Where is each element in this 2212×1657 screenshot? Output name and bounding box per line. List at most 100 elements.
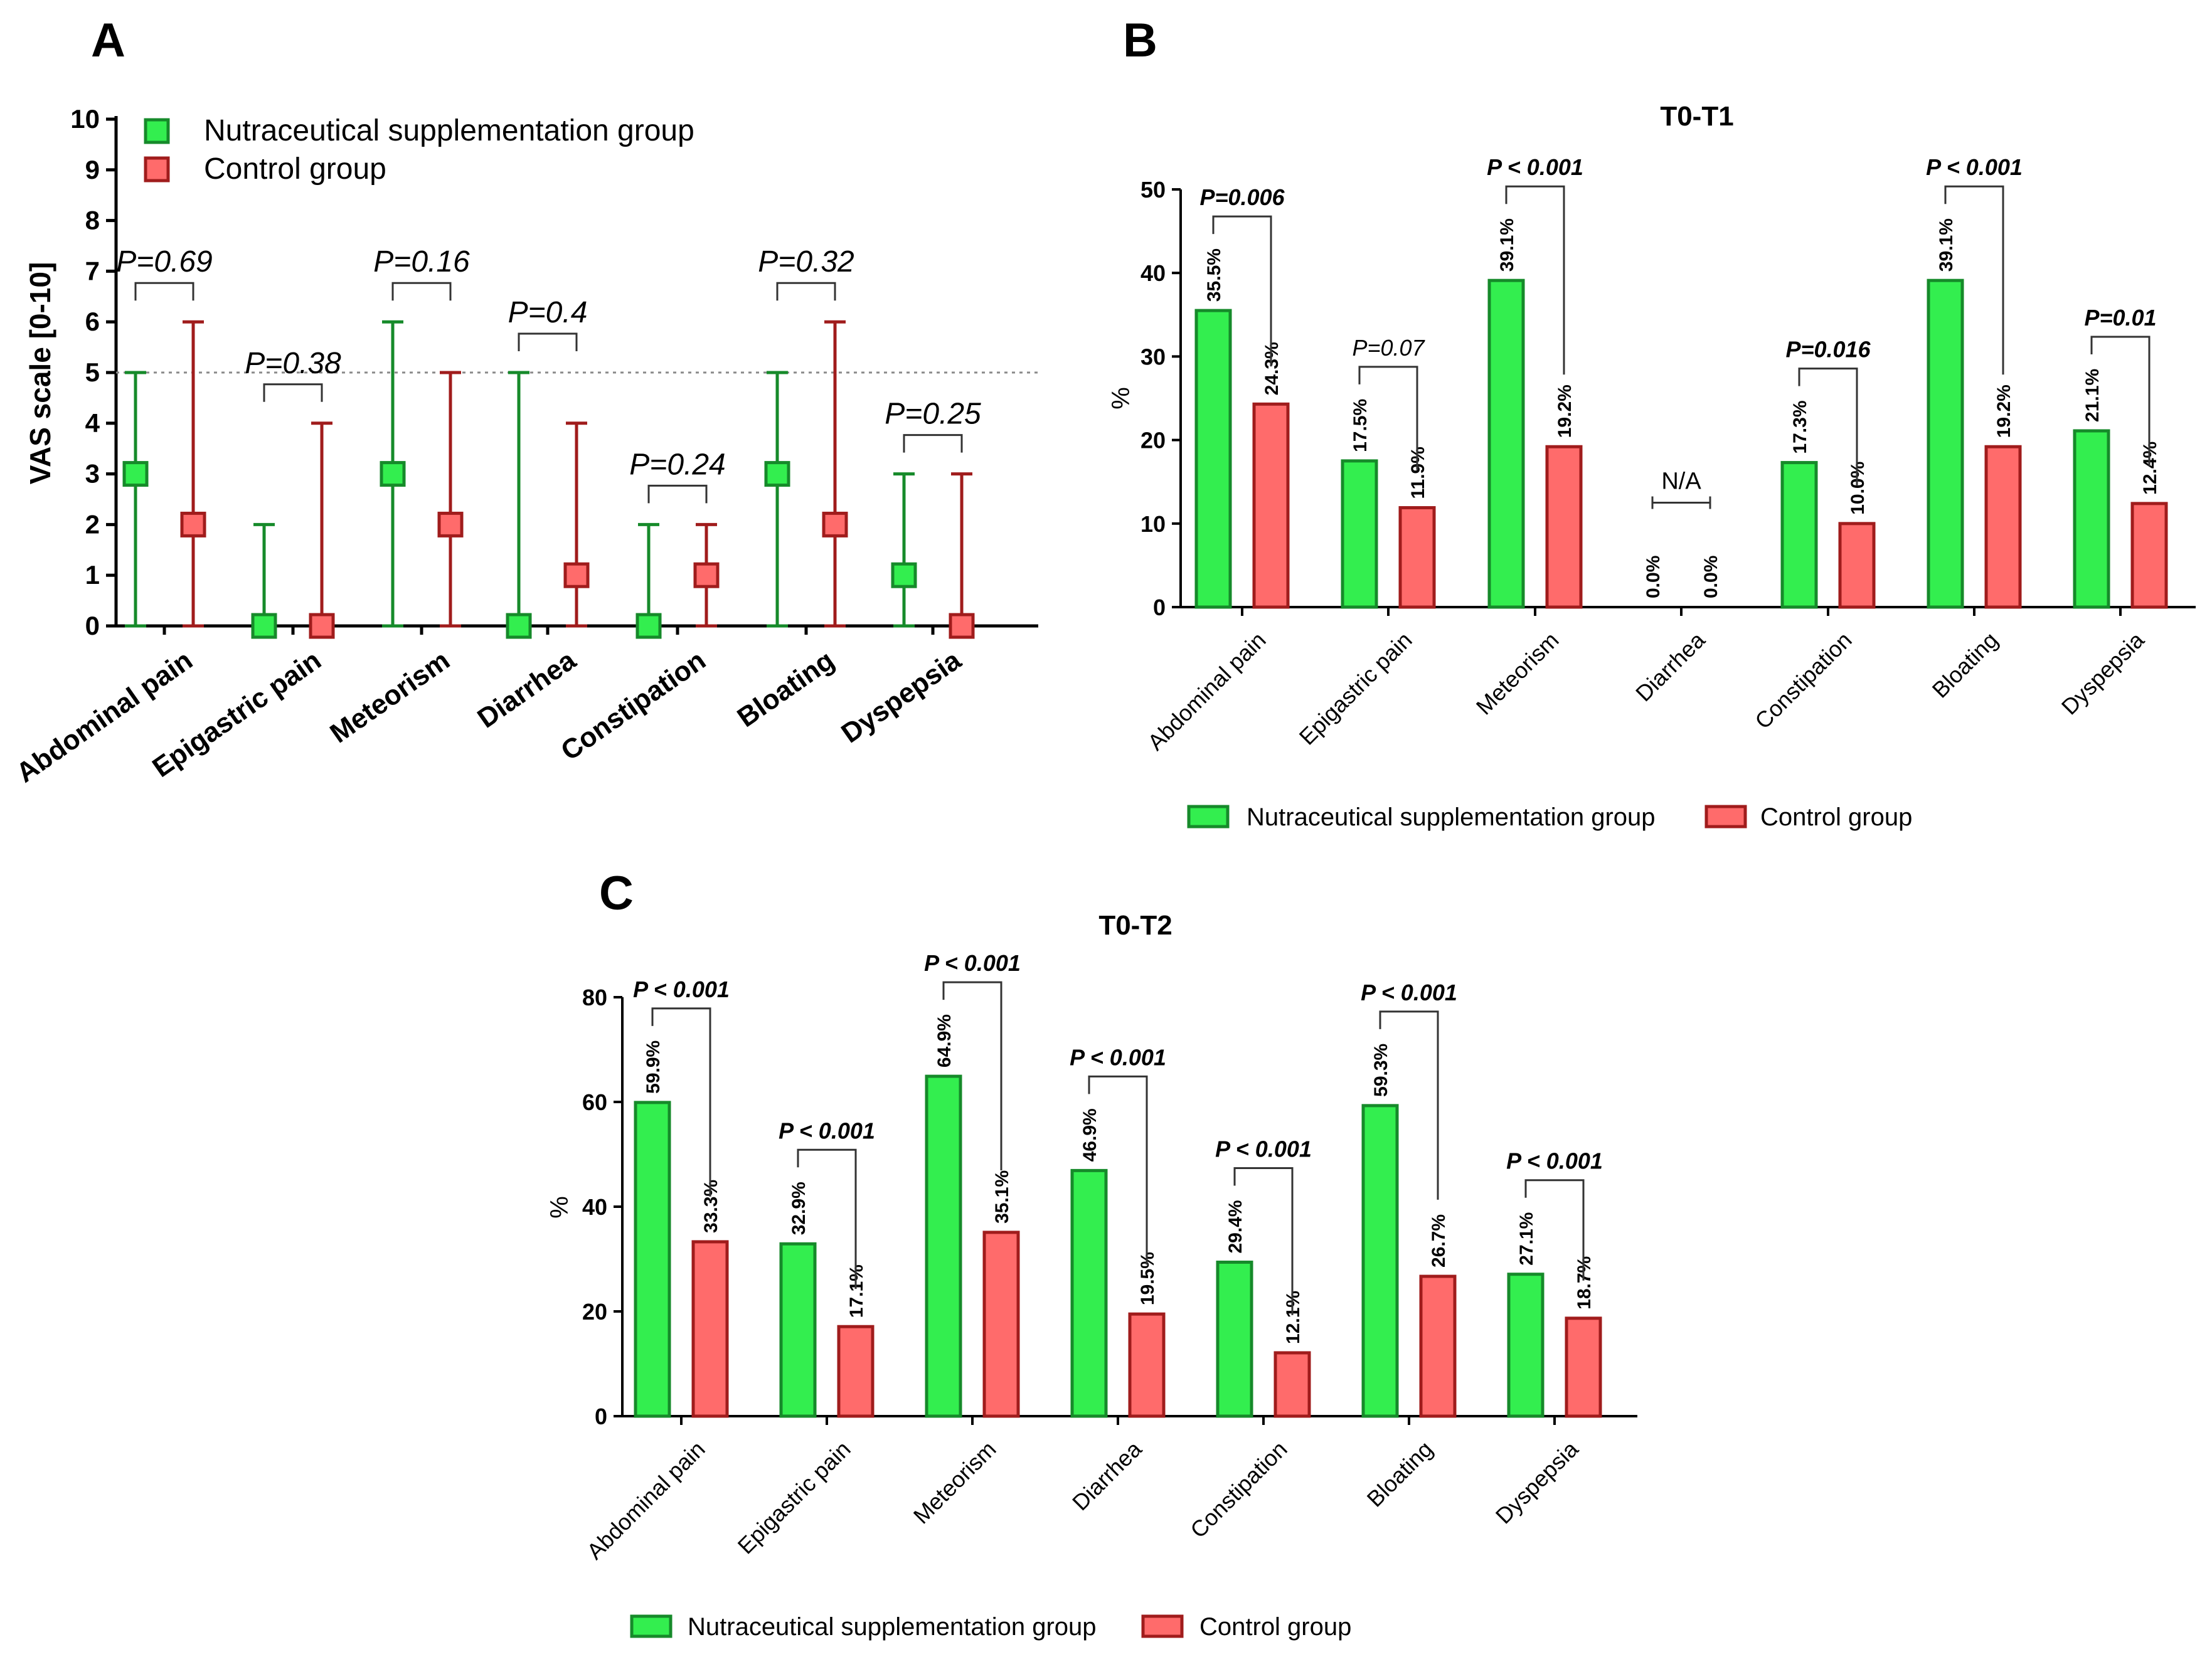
p1-bar xyxy=(1341,459,1378,609)
p2-x-tick-label: Abdominal pain xyxy=(582,1436,710,1564)
p1-data-label: 17.3% xyxy=(1790,400,1811,453)
a-median-marker xyxy=(563,562,590,588)
p1-p-value: P < 0.001 xyxy=(1487,154,1583,180)
a-p-value: P=0.25 xyxy=(885,398,981,431)
panel-a-legend: Nutraceutical supplementation group Cont… xyxy=(144,114,694,186)
p2-data-label: 26.7% xyxy=(1428,1214,1449,1268)
p2-bar xyxy=(982,1231,1020,1418)
p2-data-label: 29.4% xyxy=(1225,1200,1246,1253)
p1-y-tick-label: 30 xyxy=(1141,344,1166,369)
p2-x-tick-label: Bloating xyxy=(1362,1436,1438,1512)
p1-bar xyxy=(1487,278,1525,609)
p1-p-bracket xyxy=(1798,368,1858,486)
a-median-marker xyxy=(693,562,720,588)
p1-p-bracket xyxy=(1358,366,1418,470)
p2-bar xyxy=(837,1325,875,1418)
a-x-tick-label: Dyspepsia xyxy=(836,645,967,749)
p1-p-value: N/A xyxy=(1661,469,1701,495)
p1-bar xyxy=(1838,522,1876,609)
a-median-marker xyxy=(506,613,532,639)
p2-bar xyxy=(1128,1312,1166,1418)
panel-c-title: T0-T2 xyxy=(1098,910,1172,941)
legend-b-swatch-control xyxy=(1704,805,1747,828)
legend-a-label-control: Control group xyxy=(204,152,386,186)
p1-bar xyxy=(1398,506,1436,609)
p1-data-label: 35.5% xyxy=(1204,248,1225,302)
a-x-tick-label: Constipation xyxy=(555,645,711,766)
a-p-value: P=0.16 xyxy=(373,245,470,278)
p1-x-tick-label: Meteorism xyxy=(1471,627,1564,720)
p2-bar xyxy=(925,1074,962,1418)
p2-y-tick-label: 60 xyxy=(582,1089,607,1115)
panel-letter-b: B xyxy=(1123,14,1157,67)
a-y-tick-label: 10 xyxy=(70,104,100,134)
p2-p-value: P < 0.001 xyxy=(1506,1148,1603,1174)
p2-data-label: 32.9% xyxy=(789,1182,809,1235)
p2-x-tick-label: Epigastric pain xyxy=(733,1436,856,1559)
legend-b-swatch-nutra xyxy=(1187,805,1230,828)
p2-y-tick-label: 80 xyxy=(582,985,607,1010)
p2-y-tick-label: 40 xyxy=(582,1194,607,1220)
a-p-value: P=0.24 xyxy=(629,448,725,481)
p2-data-label: 27.1% xyxy=(1516,1212,1537,1266)
a-median-marker xyxy=(635,613,662,639)
p2-p-value: P < 0.001 xyxy=(1215,1136,1312,1162)
p2-p-bracket xyxy=(1379,1010,1439,1200)
p1-bar xyxy=(2130,502,2168,609)
p1-x-tick-label: Diarrhea xyxy=(1630,627,1710,706)
p1-p-bracket xyxy=(1944,185,2004,375)
a-x-tick-label: Bloating xyxy=(731,645,839,733)
p1-p-value: P=0.07 xyxy=(1352,335,1425,361)
panel-b-legend: Nutraceutical supplementation group Cont… xyxy=(1187,803,1912,831)
panel-b-ylabel: % xyxy=(1107,387,1135,410)
p1-p-bracket xyxy=(1651,496,1711,509)
p1-x-tick-label: Bloating xyxy=(1927,627,2003,703)
p1-y-tick-label: 10 xyxy=(1141,511,1166,537)
panel-b-title: T0-T1 xyxy=(1660,101,1733,132)
legend-b-label-nutra: Nutraceutical supplementation group xyxy=(1247,803,1656,831)
a-p-bracket xyxy=(263,383,323,402)
a-x-tick-label: Meteorism xyxy=(324,645,455,749)
a-median-marker xyxy=(891,562,917,588)
p1-y-tick-label: 40 xyxy=(1141,260,1166,286)
a-y-tick-label: 9 xyxy=(85,155,100,184)
p2-bar xyxy=(691,1240,729,1418)
a-p-bracket xyxy=(134,282,194,301)
p1-x-tick-label: Abdominal pain xyxy=(1142,627,1270,755)
p1-data-label: 0.0% xyxy=(1701,556,1721,598)
a-y-tick-label: 5 xyxy=(85,357,100,387)
p2-bar xyxy=(1565,1316,1602,1418)
p2-x-tick-label: Constipation xyxy=(1185,1436,1292,1543)
a-y-tick-label: 7 xyxy=(85,256,100,285)
a-median-marker xyxy=(437,511,464,537)
p1-y-tick-label: 0 xyxy=(1153,595,1166,620)
p2-bar xyxy=(634,1101,671,1418)
legend-a-swatch-nutra xyxy=(144,118,170,144)
p2-data-label: 64.9% xyxy=(934,1014,955,1067)
p2-x-tick-label: Diarrhea xyxy=(1067,1436,1147,1515)
a-y-tick-label: 8 xyxy=(85,206,100,235)
p2-bar xyxy=(1216,1261,1253,1418)
a-median-marker xyxy=(251,613,277,639)
p2-p-value: P < 0.001 xyxy=(1070,1044,1166,1070)
a-median-marker xyxy=(949,613,975,639)
a-p-bracket xyxy=(518,332,578,351)
p2-p-value: P < 0.001 xyxy=(779,1118,875,1143)
legend-c-label-nutra: Nutraceutical supplementation group xyxy=(688,1613,1097,1641)
a-y-tick-label: 2 xyxy=(85,509,100,539)
p1-p-value: P=0.016 xyxy=(1785,337,1871,363)
panel-letter-a: A xyxy=(91,14,125,67)
p1-x-tick-label: Epigastric pain xyxy=(1294,627,1417,750)
p1-y-tick-label: 20 xyxy=(1141,428,1166,453)
p2-data-label: 59.3% xyxy=(1371,1044,1391,1097)
legend-c-swatch-control xyxy=(1141,1614,1184,1638)
p2-p-bracket xyxy=(797,1148,857,1289)
p1-p-bracket xyxy=(1505,185,1565,375)
a-median-marker xyxy=(122,461,149,487)
legend-c-swatch-nutra xyxy=(630,1614,673,1638)
p2-p-value: P < 0.001 xyxy=(1361,980,1457,1005)
a-p-bracket xyxy=(391,282,452,301)
p2-p-bracket xyxy=(651,1007,711,1197)
